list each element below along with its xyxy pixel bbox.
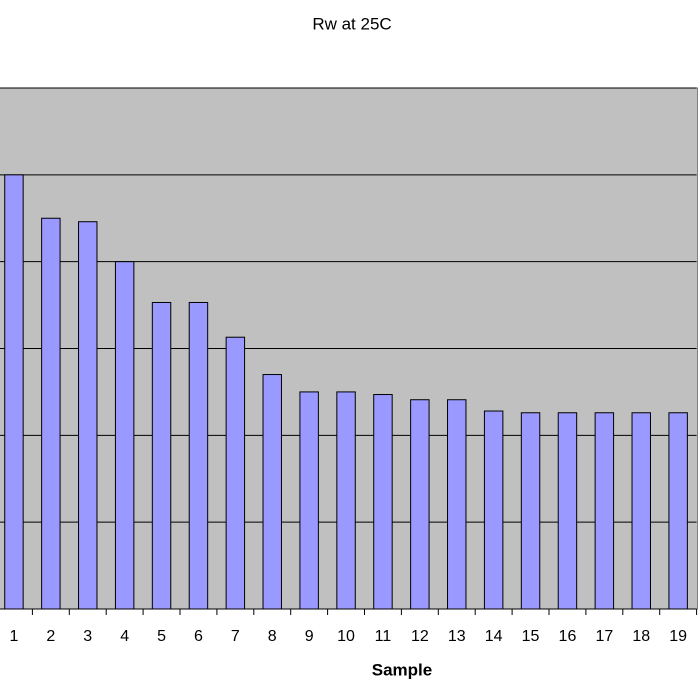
bar — [668, 412, 688, 610]
x-tick-label: 5 — [157, 628, 166, 645]
x-tick-label: 16 — [559, 628, 577, 645]
x-tick-label: 15 — [522, 628, 540, 645]
bar — [188, 301, 209, 610]
bar — [41, 217, 61, 610]
x-tick-label: 18 — [632, 628, 650, 645]
bar — [4, 174, 24, 610]
bar — [520, 412, 541, 610]
bar — [262, 374, 282, 610]
chart-title: Rw at 25C — [312, 14, 391, 33]
bar — [225, 336, 246, 610]
x-tick-label: 8 — [268, 628, 277, 645]
bar — [78, 221, 98, 610]
x-tick-label: 2 — [46, 628, 55, 645]
x-tick-label: 3 — [83, 628, 92, 645]
x-tick-label: 19 — [669, 628, 687, 645]
bar — [410, 399, 430, 610]
x-tick-label: 9 — [305, 628, 314, 645]
bar — [447, 399, 467, 610]
bar — [373, 394, 393, 610]
x-axis-label: Sample — [372, 660, 432, 679]
x-tick-label: 10 — [337, 628, 355, 645]
bar — [483, 410, 504, 610]
x-tick-label: 6 — [194, 628, 203, 645]
bar — [557, 412, 578, 610]
x-tick-label: 13 — [448, 628, 466, 645]
bar — [594, 412, 615, 610]
x-tick-label: 14 — [485, 628, 503, 645]
x-tick-label: 12 — [411, 628, 429, 645]
bar — [151, 301, 172, 610]
x-tick-label: 1 — [9, 628, 18, 645]
bar — [299, 391, 319, 610]
x-tick-label: 17 — [595, 628, 613, 645]
x-tick-label: 4 — [120, 628, 129, 645]
bar — [114, 261, 135, 610]
x-tick-label: 7 — [231, 628, 240, 645]
bar — [631, 412, 651, 610]
bar — [336, 391, 356, 610]
x-tick-label: 11 — [375, 628, 392, 645]
